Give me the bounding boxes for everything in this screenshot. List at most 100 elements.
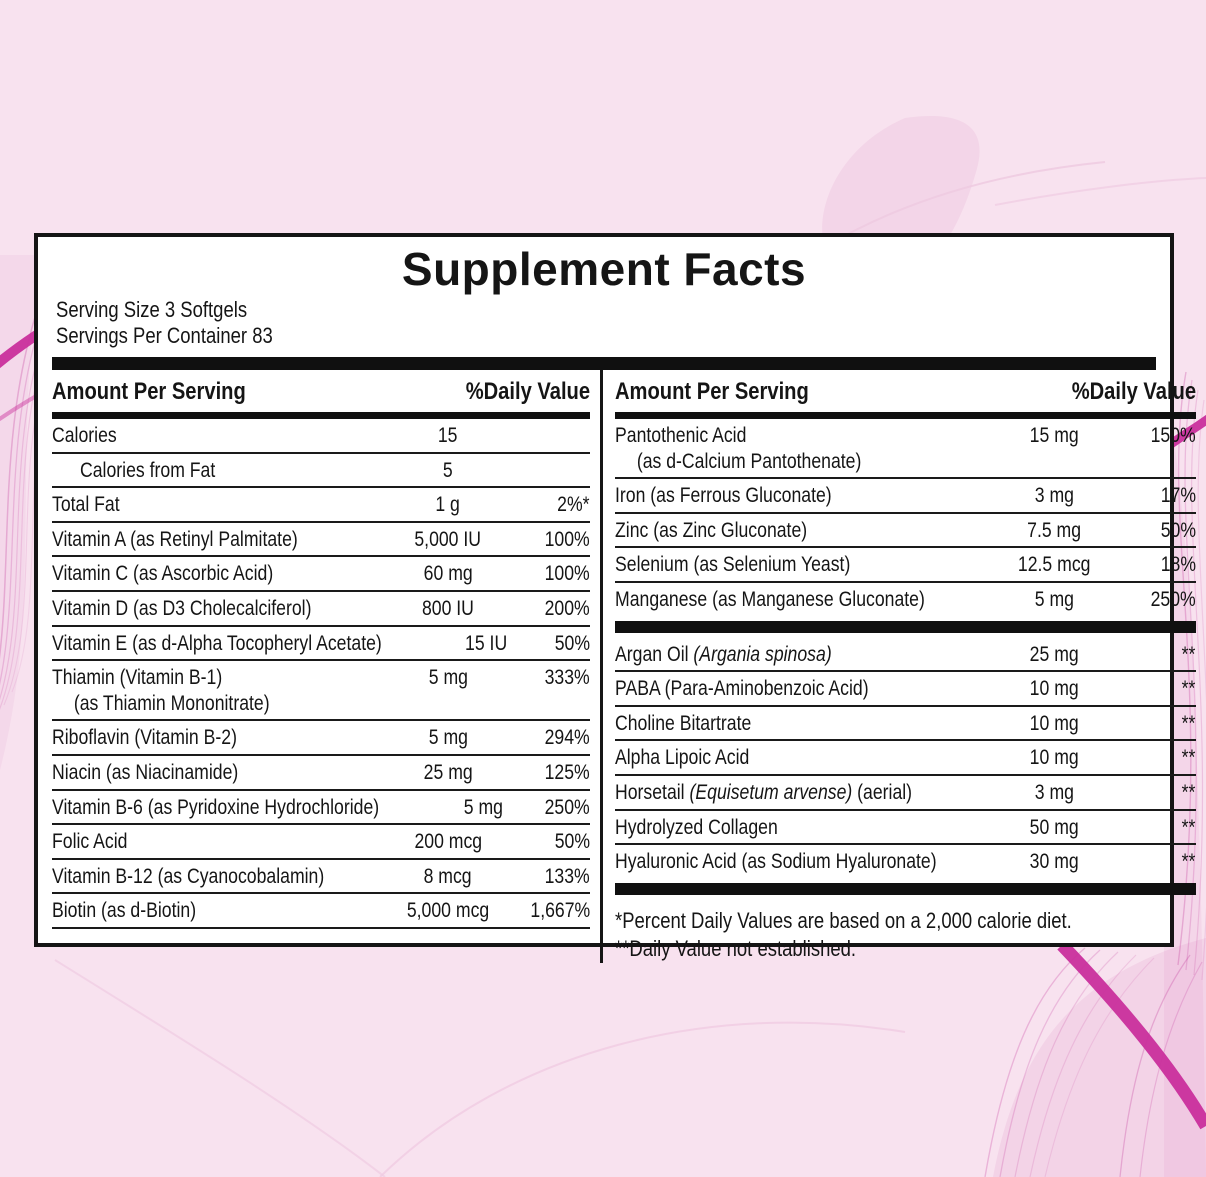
nutrient-name: Vitamin D (as D3 Cholecalciferol): [52, 596, 312, 620]
nutrient-name: Vitamin A (as Retinyl Palmitate): [52, 527, 298, 551]
nutrient-daily-value: 250%: [544, 795, 590, 819]
nutrient-amount: 15 IU: [464, 631, 507, 655]
nutrient-row: Biotin (as d-Biotin) 5,000 mcg 1,667%: [52, 894, 590, 930]
nutrient-row: Folic Acid 200 mcg 50%: [52, 825, 590, 860]
nutrient-row: Total Fat 1 g 2%*: [52, 488, 590, 523]
nutrient-amount: 25 mg: [1029, 642, 1079, 666]
right-column-rows-1: Pantothenic Acid (as d-Calcium Pantothena…: [615, 419, 1196, 616]
nutrient-amount: 5 mg: [428, 666, 468, 690]
nutrient-name: Riboflavin (Vitamin B-2): [52, 726, 237, 750]
nutrient-amount: 8 mcg: [423, 864, 473, 888]
nutrient-row: Hydrolyzed Collagen 50 mg **: [615, 811, 1196, 846]
top-divider-bar: [52, 356, 1156, 370]
nutrient-row: Alpha Lipoic Acid 10 mg **: [615, 741, 1196, 776]
amount-per-serving-header: Amount Per Serving: [52, 377, 246, 405]
nutrient-daily-value: 150%: [1150, 423, 1196, 447]
nutrient-name: PABA (Para-Aminobenzoic Acid): [615, 677, 869, 701]
nutrient-amount: 60 mg: [423, 562, 473, 586]
nutrient-amount: 5 mg: [463, 795, 504, 819]
nutrient-daily-value: 133%: [544, 864, 590, 888]
nutrient-daily-value: 200%: [544, 596, 590, 620]
serving-size: Serving Size 3 Softgels: [56, 297, 248, 323]
nutrient-amount: 3 mg: [1034, 780, 1074, 804]
supplement-label: Supplement Facts Serving Size 3 Softgels…: [34, 233, 1196, 964]
nutrient-amount: 15 mg: [1029, 423, 1079, 447]
nutrient-row: Choline Bitartrate 10 mg **: [615, 707, 1196, 742]
nutrient-name: Hydrolyzed Collagen: [615, 815, 778, 839]
serving-info: Serving Size 3 Softgels Servings Per Con…: [56, 297, 1170, 348]
nutrient-amount: 1 g: [435, 493, 461, 517]
nutrient-daily-value: 50%: [1160, 518, 1196, 542]
daily-value-header: %Daily Value: [1071, 377, 1196, 405]
nutrient-daily-value: 100%: [544, 527, 590, 551]
nutrient-row: Selenium (as Selenium Yeast) 12.5 mcg 18…: [615, 548, 1196, 583]
nutrient-daily-value: 125%: [544, 760, 590, 784]
nutrient-name: Selenium (as Selenium Yeast): [615, 553, 851, 577]
nutrient-row: Vitamin B-12 (as Cyanocobalamin) 8 mcg 1…: [52, 860, 590, 895]
footnote-not-established: **Daily Value not established.: [615, 935, 857, 961]
nutrient-row: Horsetail (Equisetum arvense) (aerial) 3…: [615, 776, 1196, 811]
nutrient-row: Manganese (as Manganese Gluconate) 5 mg …: [615, 583, 1196, 616]
nutrient-daily-value: **: [1182, 746, 1196, 770]
nutrient-daily-value: 2%*: [557, 493, 590, 517]
nutrient-amount: 5 mg: [428, 726, 468, 750]
nutrient-name: Pantothenic Acid (as d-Calcium Pantothena…: [615, 423, 862, 473]
amount-per-serving-header: Amount Per Serving: [615, 377, 809, 405]
nutrient-daily-value: **: [1182, 815, 1196, 839]
nutrient-name: Calories from Fat: [80, 458, 216, 482]
nutrient-name: Argan Oil (Argania spinosa): [615, 642, 832, 666]
footnote-divider-bar: [615, 882, 1196, 895]
nutrient-daily-value: [504, 458, 590, 484]
nutrient-amount: 25 mg: [423, 760, 473, 784]
nutrient-daily-value: 18%: [1160, 553, 1196, 577]
nutrient-daily-value: **: [1182, 850, 1196, 874]
header-divider-bar: [52, 411, 590, 419]
nutrient-row: Riboflavin (Vitamin B-2) 5 mg 294%: [52, 721, 590, 756]
nutrient-row: Niacin (as Niacinamide) 25 mg 125%: [52, 756, 590, 791]
left-column-rows: Calories 15 Calories from Fat 5 Total Fa…: [52, 419, 590, 930]
nutrient-amount: 5 mg: [1034, 587, 1074, 611]
nutrient-name: Vitamin C (as Ascorbic Acid): [52, 562, 274, 586]
nutrient-row: Vitamin B-6 (as Pyridoxine Hydrochloride…: [52, 791, 590, 826]
nutrient-name: Alpha Lipoic Acid: [615, 746, 750, 770]
nutrient-row: Argan Oil (Argania spinosa) 25 mg **: [615, 638, 1196, 673]
nutrient-daily-value: 50%: [554, 830, 590, 854]
nutrient-row: PABA (Para-Aminobenzoic Acid) 10 mg **: [615, 672, 1196, 707]
nutrient-amount: 10 mg: [1029, 746, 1079, 770]
nutrient-amount: 15: [438, 423, 458, 447]
nutrient-daily-value: [504, 423, 590, 449]
nutrient-amount: 50 mg: [1029, 815, 1079, 839]
label-title: Supplement Facts: [401, 243, 807, 295]
nutrient-name: Calories: [52, 423, 117, 447]
nutrient-daily-value: 17%: [1160, 484, 1196, 508]
nutrient-row: Vitamin D (as D3 Cholecalciferol) 800 IU…: [52, 592, 590, 627]
right-column: Amount Per Serving %Daily Value Pantothe…: [600, 369, 1196, 964]
nutrient-row: Vitamin A (as Retinyl Palmitate) 5,000 I…: [52, 523, 590, 558]
nutrient-amount: 10 mg: [1029, 711, 1079, 735]
right-column-header: Amount Per Serving %Daily Value: [615, 370, 1196, 412]
nutrient-daily-value: **: [1182, 642, 1196, 666]
nutrient-name: Thiamin (Vitamin B-1) (as Thiamin Mononit…: [52, 666, 270, 715]
nutrient-amount: 10 mg: [1029, 677, 1079, 701]
nutrient-name: Niacin (as Niacinamide): [52, 760, 239, 784]
nutrient-row: Calories 15: [52, 419, 590, 454]
nutrient-name: Total Fat: [52, 493, 120, 517]
nutrient-row: Vitamin E (as d-Alpha Tocopheryl Acetate…: [52, 627, 590, 662]
footnote-daily-values: *Percent Daily Values are based on a 2,0…: [615, 907, 1072, 933]
nutrient-daily-value: 50%: [554, 631, 590, 655]
nutrient-amount: 5,000 IU: [414, 527, 482, 551]
nutrient-name: Biotin (as d-Biotin): [52, 899, 197, 923]
nutrient-name: Vitamin B-12 (as Cyanocobalamin): [52, 864, 325, 888]
nutrient-daily-value: 1,667%: [530, 899, 590, 923]
nutrient-row: Zinc (as Zinc Gluconate) 7.5 mg 50%: [615, 514, 1196, 549]
nutrient-name: Hyaluronic Acid (as Sodium Hyaluronate): [615, 850, 937, 874]
group-divider-bar: [615, 620, 1196, 633]
nutrient-daily-value: 250%: [1150, 587, 1196, 611]
nutrient-amount: 30 mg: [1029, 850, 1079, 874]
columns: Amount Per Serving %Daily Value Calories…: [52, 369, 1196, 964]
nutrient-daily-value: **: [1182, 677, 1196, 701]
servings-per-container: Servings Per Container 83: [56, 322, 273, 348]
nutrient-row: Calories from Fat 5: [52, 454, 590, 489]
nutrient-name: Vitamin B-6 (as Pyridoxine Hydrochloride…: [52, 795, 380, 819]
